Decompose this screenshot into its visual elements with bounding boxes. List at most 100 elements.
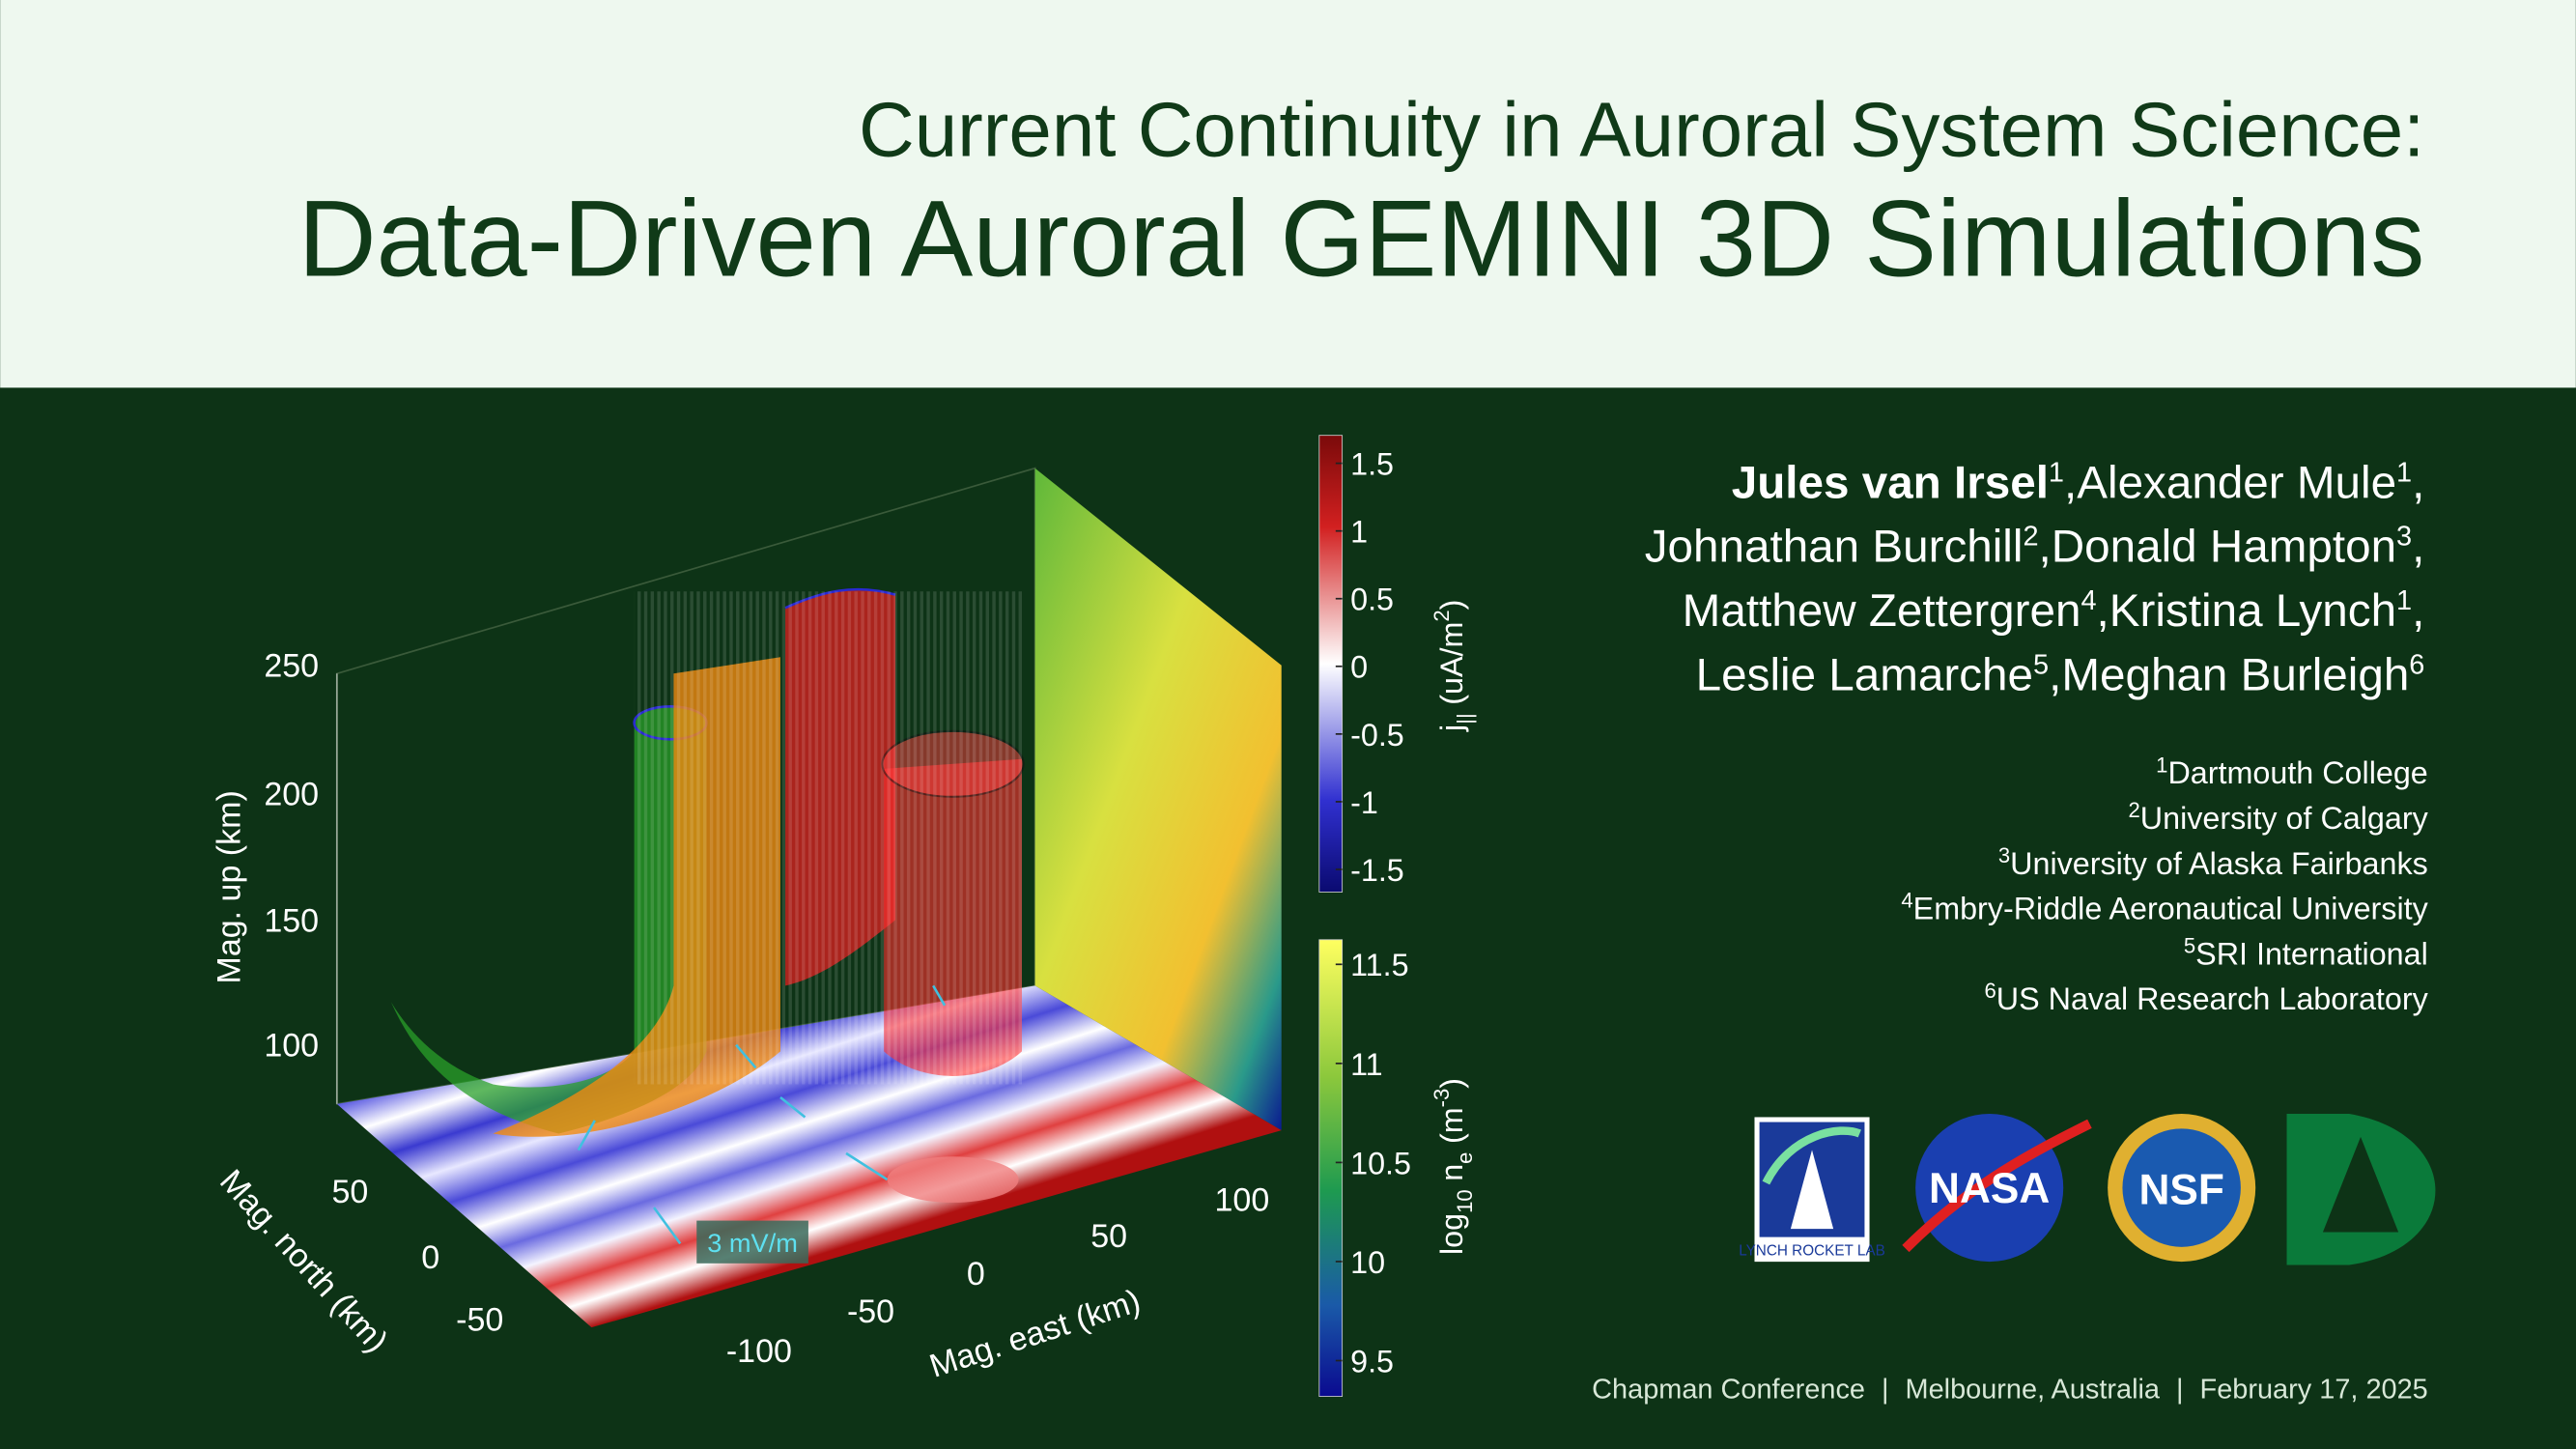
label-part: log [1434,1213,1469,1255]
author-name: Matthew Zettergren [1683,585,2081,637]
author-name: Jules van Irsel [1732,457,2049,508]
current-tick-label: -1.5 [1350,853,1404,888]
affiliation-name: Embry-Riddle Aeronautical University [1913,892,2429,926]
author-affiliation: 1 [2396,585,2412,616]
author-name: Kristina Lynch [2109,585,2396,637]
up-tick-label: 250 [264,648,319,685]
density-tick-label: 11.5 [1350,948,1408,982]
author-line: Jules van Irsel1,Alexander Mule1, [1732,457,2425,508]
density-tick-label: 10.5 [1350,1146,1411,1180]
footer: Chapman Conference | Melbourne, Australia |… [1592,1374,2428,1405]
east-tick-label: -100 [726,1333,792,1370]
floor [336,985,1282,1328]
author-line: Leslie Lamarche5,Meghan Burleigh6 [1696,649,2425,700]
tube-texture [634,591,1022,1085]
author-name: Alexander Mule [2077,457,2396,508]
floor-feature [887,1156,1019,1203]
author-separator: , [2412,457,2424,508]
author-affiliation: 6 [2409,649,2424,680]
nasa-logo-text: NASA [1929,1165,2050,1212]
current-tick-label: 1 [1350,515,1368,550]
affiliation: 2University of Calgary [2129,798,2429,836]
density-tick-label: 10 [1350,1245,1385,1280]
affiliation-number: 2 [2129,798,2140,822]
label-part: e [1453,1152,1477,1164]
author-line: Matthew Zettergren4,Kristina Lynch1, [1683,585,2425,637]
label-part: 2 [1430,610,1454,621]
label-part: || [1453,713,1477,724]
label-part: ) [1434,1078,1469,1089]
title-line-2: Data-Driven Auroral GEMINI 3D Simulation… [298,178,2425,299]
footer-separator: | [2176,1374,2184,1405]
density-colorbar-label: log10 ne (m-3) [1430,1078,1477,1255]
arrow-label-box [696,1220,808,1264]
nasa-swoosh [1902,1119,2092,1253]
nsf-logo-text: NSF [2138,1167,2223,1214]
author-separator: , [2064,457,2077,508]
author-affiliation: 4 [2081,585,2096,616]
affiliation: 4Embry-Riddle Aeronautical University [1901,889,2428,926]
affiliation: 6US Naval Research Laboratory [1984,979,2428,1016]
author-separator: , [2412,522,2424,573]
north-tick-label: 0 [421,1239,439,1276]
label-part: n [1434,1164,1469,1181]
affiliation-number: 1 [2156,753,2167,777]
current-tick-label: 0 [1350,650,1368,685]
affiliation-name: SRI International [2195,936,2428,971]
affiliation-name: US Naval Research Laboratory [1996,981,2429,1016]
nasa-logo [1915,1114,2064,1263]
up-tick-label: 200 [264,776,319,812]
east-tick-label: -50 [847,1293,894,1330]
east-tick-label: 50 [1090,1218,1127,1255]
affiliation-number: 5 [2184,933,2195,957]
arrow-label: 3 mV/m [707,1228,798,1258]
field-arrows [577,984,947,1245]
lynch-aurora [1762,1126,1861,1185]
label-part: 10 [1453,1189,1477,1213]
author-name: Johnathan Burchill [1645,522,2024,573]
up-tick-label: 150 [264,902,319,939]
footer-item: February 17, 2025 [2200,1374,2428,1405]
current-colorbar-label: j|| (uA/m2) [1430,600,1477,732]
label-part: ) [1434,600,1469,611]
figure-3d: 3 mV/m [335,467,1282,1328]
author-line: Johnathan Burchill2,Donald Hampton3, [1645,522,2425,573]
side-wall [1034,468,1282,1131]
affiliation: 1Dartmouth College [2156,753,2428,790]
affiliation-name: University of Alaska Fairbanks [2010,846,2428,881]
density-tick-label: 11 [1350,1047,1383,1082]
footer-item: Chapman Conference [1592,1374,1865,1405]
up-axis-label: Mag. up (km) [211,790,247,983]
header-band [0,0,2576,388]
current-tick-label: -0.5 [1350,718,1404,753]
footer-item: Melbourne, Australia [1906,1374,2161,1405]
label-part: -3 [1430,1089,1454,1108]
author-separator: , [2049,649,2061,700]
east-axis-label: Mag. east (km) [925,1283,1145,1385]
author-affiliation: 1 [2049,457,2064,488]
current-tick-label: 0.5 [1350,582,1394,617]
lynch-logo-text: LYNCH ROCKET LAB [1739,1242,1885,1259]
current-tick-label: -1 [1350,785,1378,820]
affiliation-number: 3 [1998,843,2010,867]
author-name: Leslie Lamarche [1696,649,2033,700]
current-colorbar [1318,435,1344,893]
author-separator: , [2039,522,2052,573]
up-tick-label: 100 [264,1028,319,1065]
author-separator: , [2412,585,2424,637]
north-tick-label: 50 [331,1174,368,1210]
label-part: (m [1434,1107,1469,1144]
lynch-tree [1790,1150,1834,1230]
authors: Jules van Irsel1,Alexander Mule1,Johnath… [1645,457,2425,700]
author-name: Donald Hampton [2052,522,2396,573]
title-line-1: Current Continuity in Auroral System Sci… [859,87,2424,173]
dartmouth-tree [2322,1136,2399,1233]
affiliation-number: 6 [1984,979,1996,1003]
affiliation-name: Dartmouth College [2167,755,2427,790]
affiliation: 5SRI International [2184,933,2428,971]
author-affiliation: 1 [2396,457,2412,488]
current-tick-label: 1.5 [1350,446,1394,481]
nsf-logo [2122,1128,2241,1247]
